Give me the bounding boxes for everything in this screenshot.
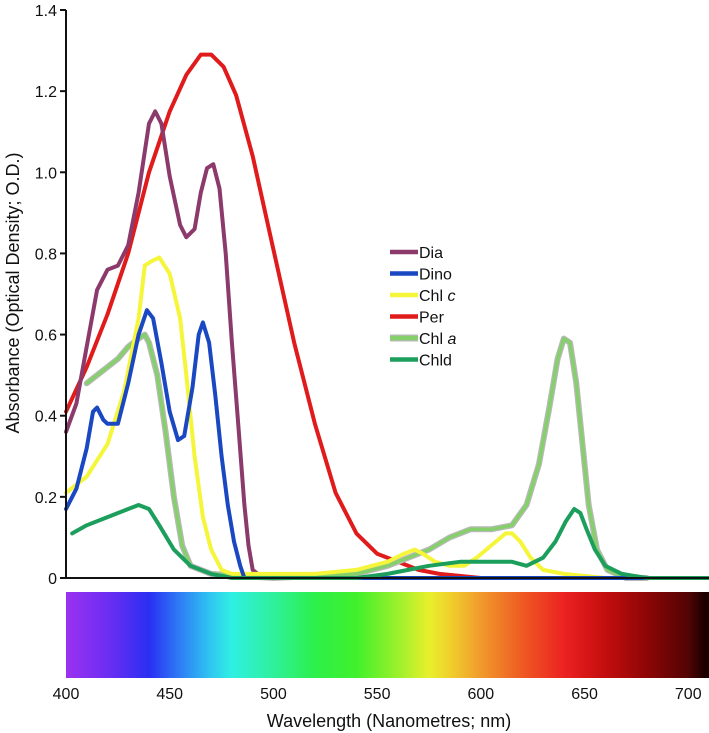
- series-line-dia: [64, 109, 709, 580]
- x-tick-label: 650: [571, 686, 598, 703]
- x-tick-label: 600: [467, 686, 494, 703]
- x-tick-label: 400: [53, 686, 80, 703]
- y-tick-label: 1.0: [35, 165, 57, 182]
- x-tick-label: 550: [364, 686, 391, 703]
- legend-label-dino: Dino: [419, 267, 452, 284]
- y-tick-label: 0.4: [35, 409, 57, 426]
- y-tick-label: 1.2: [35, 84, 57, 101]
- x-tick-label: 450: [156, 686, 183, 703]
- y-tick-label: 1.4: [35, 3, 57, 20]
- y-tick-label: 0.6: [35, 328, 57, 345]
- y-tick-label: 0: [48, 571, 57, 588]
- x-tick-label: 500: [260, 686, 287, 703]
- legend-label-per: Per: [419, 310, 445, 327]
- legend-label-dia: Dia: [419, 245, 443, 262]
- legend-label-chl-a: Chl a: [419, 331, 456, 348]
- series-line-chl-c: [64, 255, 709, 580]
- y-axis-title: Absorbance (Optical Density; O.D.): [3, 152, 23, 433]
- x-axis-title: Wavelength (Nanometres; nm): [267, 711, 511, 731]
- legend-label-chld: Chld: [419, 353, 452, 370]
- series-line-dino: [64, 308, 709, 580]
- y-tick-label: 0.8: [35, 246, 57, 263]
- spectrum-bar: [66, 592, 709, 678]
- x-tick-label: 700: [675, 686, 702, 703]
- series-line-chld: [70, 503, 709, 580]
- y-tick-label: 0.2: [35, 490, 57, 507]
- series-line-per: [64, 52, 709, 580]
- legend-label-chl-c: Chl c: [419, 288, 455, 305]
